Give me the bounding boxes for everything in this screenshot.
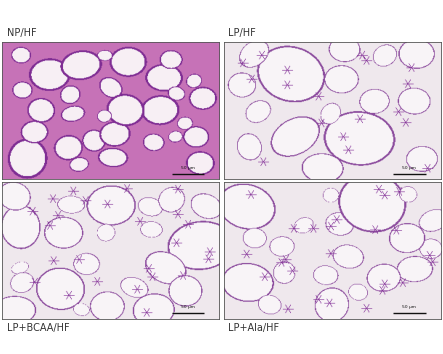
Text: 50 μm: 50 μm	[402, 166, 416, 170]
Text: 50 μm: 50 μm	[181, 166, 195, 170]
Text: LP/HF: LP/HF	[228, 28, 256, 38]
Text: NP/HF: NP/HF	[7, 28, 36, 38]
Text: 50 μm: 50 μm	[402, 305, 416, 309]
Text: LP+BCAA/HF: LP+BCAA/HF	[7, 323, 69, 333]
Text: LP+Ala/HF: LP+Ala/HF	[228, 323, 279, 333]
Text: 50 μm: 50 μm	[181, 305, 195, 309]
